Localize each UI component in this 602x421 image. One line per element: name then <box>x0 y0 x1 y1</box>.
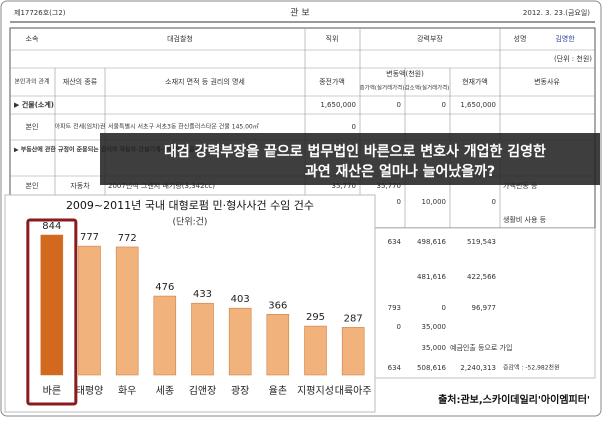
date: 2012. 3. 23.(금요일) <box>523 8 590 17</box>
cell: 35,770 <box>377 182 402 190</box>
value-label: 433 <box>193 289 212 300</box>
bar <box>153 295 177 376</box>
cell: 생활비 사용 등 <box>503 215 547 224</box>
cell: 10,000 <box>422 198 447 206</box>
cell: 35,000 <box>422 344 447 352</box>
cell: 498,616 <box>417 238 446 246</box>
bar <box>40 234 64 376</box>
cell: 1,650,000 <box>320 101 356 109</box>
cell: 0 <box>492 198 496 206</box>
banner <box>100 133 600 185</box>
highlight-box <box>26 218 78 406</box>
chart-subtitle: (단위:건) <box>173 217 208 228</box>
cell: 481,616 <box>417 273 446 281</box>
cell: ▶ 건물(소계) <box>14 100 54 109</box>
info-label: 소속 <box>26 35 39 43</box>
cell: 634 <box>388 364 402 372</box>
x-tick-label: 바른 <box>43 385 61 397</box>
x-tick-label: 세종 <box>156 385 174 397</box>
info-label: 성명 <box>514 34 527 43</box>
cell: 793 <box>388 304 401 312</box>
column-header: 감소액(실거래가격) <box>405 84 450 92</box>
cell: 0 <box>397 101 401 109</box>
cell: 아파트 전세(임차)권 <box>55 123 106 131</box>
column-header: 재산의 종류 <box>63 77 98 86</box>
unit: (단위 : 천원) <box>554 54 592 63</box>
x-tick-label: 율촌 <box>269 385 287 397</box>
x-tick-label: 대륙아주 <box>335 385 372 397</box>
column-header: 변동액(천원) <box>386 69 424 78</box>
cell: 35,000 <box>422 323 447 331</box>
x-tick-label: 화우 <box>118 385 136 397</box>
value-label: 772 <box>118 233 137 244</box>
banner-line: 과연 재산은 얼마나 늘어났을까? <box>305 163 495 180</box>
x-tick-label: 지평지성 <box>297 385 334 397</box>
value-label: 777 <box>80 232 99 243</box>
value-label: 476 <box>155 282 174 293</box>
chart-panel <box>4 194 376 413</box>
bar <box>341 327 365 376</box>
table-lower <box>374 227 596 379</box>
value-label: 295 <box>306 312 325 323</box>
bar <box>266 314 290 376</box>
cell: 자동차 <box>70 181 90 190</box>
value-label: 403 <box>231 294 250 305</box>
info-value: 대검찰청 <box>167 34 193 43</box>
info-value: 김영한 <box>555 34 575 43</box>
value-label: 366 <box>268 300 287 311</box>
cell: 본인 <box>26 122 39 131</box>
value-label: 844 <box>42 221 61 232</box>
cell: 0 <box>352 123 356 131</box>
issue: 제17726호(그2) <box>14 9 66 17</box>
cell: 서울특별시 서초구 서초3동 한신플러스타운 건물 145.00㎡ <box>108 123 259 131</box>
cell: 634 <box>388 238 402 246</box>
x-tick-label: 광장 <box>231 385 249 397</box>
cell: 1,650,000 <box>460 101 496 109</box>
x-tick-label: 김앤장 <box>189 385 217 397</box>
column-header: 변동사유 <box>534 77 560 86</box>
cell: 0 <box>442 304 446 312</box>
banner-line: 대검 강력부장을 끝으로 법무법인 바른으로 변호사 개업한 김영한 <box>164 143 546 160</box>
cell: 0 <box>442 101 446 109</box>
column-header: 소재지 면적 등 권리의 명세 <box>165 77 245 86</box>
cell: 가액변동 등 <box>503 181 538 190</box>
cell: 508,616 <box>417 364 446 372</box>
column-header: 현재가액 <box>462 77 488 86</box>
cell: 증감액 : -52,982천원 <box>503 364 560 372</box>
chart-title: 2009~2011년 국내 대형로펌 민·형사사건 수임 건수 <box>66 199 314 212</box>
cell: 2007년식 그랜저 배기량(3,342cc) <box>108 181 215 190</box>
column-header: 종전가액 <box>319 77 345 86</box>
cell: 422,566 <box>467 273 496 281</box>
bar <box>228 307 252 376</box>
cell: 본인 <box>26 181 39 190</box>
cell: 35,770 <box>332 182 357 190</box>
column-header: 증가액(실거래가격) <box>360 84 405 92</box>
cell: 예금인출 등으로 가입 <box>450 343 512 352</box>
column-header: 본인과의 관계 <box>14 78 49 86</box>
bar <box>115 246 139 376</box>
info-label: 직위 <box>326 34 339 43</box>
source: 출처:관보,스카이데일리'아이엠피터' <box>438 393 590 406</box>
info-value: 강력부장 <box>417 34 443 43</box>
cell: 2,240,313 <box>460 364 496 372</box>
bar <box>304 325 327 376</box>
cell: 519,543 <box>467 238 496 246</box>
gazette-title: 관 보 <box>290 8 309 19</box>
value-label: 287 <box>344 313 363 324</box>
cell: 0 <box>397 198 401 206</box>
bar <box>191 302 214 376</box>
cell: 0 <box>397 323 401 331</box>
x-tick-label: 태평양 <box>76 385 104 397</box>
bar <box>78 245 101 376</box>
cell: 96,977 <box>472 304 497 312</box>
